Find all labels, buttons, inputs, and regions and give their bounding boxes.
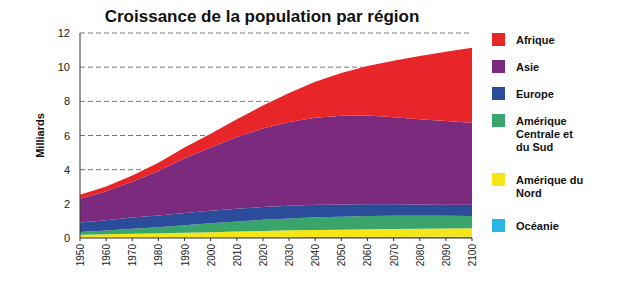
x-tick-label: 1960 <box>101 244 112 267</box>
area <box>80 48 472 199</box>
x-tick-label: 2030 <box>284 244 295 267</box>
x-tick <box>315 238 316 241</box>
x-tick-label: 2100 <box>467 244 478 267</box>
x-tick <box>210 238 211 241</box>
x-tick <box>236 238 237 241</box>
x-tick-label: 2000 <box>206 244 217 267</box>
legend-label: Afrique <box>516 34 555 46</box>
legend-swatch <box>492 114 505 127</box>
y-tick-label: 6 <box>64 130 70 142</box>
legend-label: Europe <box>516 88 554 100</box>
areas <box>80 48 472 238</box>
x-tick-label: 2080 <box>415 244 426 267</box>
x-tick <box>262 238 263 241</box>
y-tick-label: 8 <box>64 95 70 107</box>
x-tick <box>393 238 394 241</box>
x-tick <box>184 238 185 241</box>
y-axis-label: Milliards <box>34 113 46 158</box>
x-tick-label: 2040 <box>310 244 321 267</box>
x-tick <box>289 238 290 241</box>
legend-swatch <box>492 60 505 73</box>
grid-line <box>80 33 472 34</box>
x-tick <box>419 238 420 241</box>
y-tick-label: 4 <box>64 164 70 176</box>
chart: Croissance de la population par région Mi… <box>0 0 625 285</box>
x-tick <box>445 238 446 241</box>
x-tick-label: 2020 <box>258 244 269 267</box>
legend-label-line: du Sud <box>516 141 553 153</box>
x-tick <box>341 238 342 241</box>
legend-label-line: Afrique <box>516 34 555 46</box>
legend-label: Amérique duNord <box>516 174 583 199</box>
legend-label-line: Amérique du <box>516 174 583 186</box>
x-tick-label: 2050 <box>336 244 347 267</box>
area <box>80 116 472 223</box>
page: {"chart_data": { "type": "area", "title"… <box>0 0 625 285</box>
legend-swatch <box>492 219 505 232</box>
x-tick-label: 2090 <box>441 244 452 267</box>
x-tick-label: 2060 <box>362 244 373 267</box>
title: Croissance de la population par région <box>105 7 420 26</box>
legend-swatch <box>492 33 505 46</box>
legend-swatch <box>492 173 505 186</box>
y-tick-label: 12 <box>58 27 70 39</box>
legend-label-line: Nord <box>516 187 542 199</box>
x-axis <box>80 238 472 239</box>
legend-label: Océanie <box>516 220 559 232</box>
legend-label: AmériqueCentrale etdu Sud <box>516 115 573 153</box>
y-tick-label: 2 <box>64 198 70 210</box>
legend: Afrique Asie Europe AmériqueCentrale etdu S… <box>492 33 583 232</box>
legend-label-line: Amérique <box>516 115 567 127</box>
legend-swatch <box>492 87 505 100</box>
y-tick-label: 10 <box>58 61 70 73</box>
x-tick <box>158 238 159 241</box>
legend-label-line: Asie <box>516 61 539 73</box>
legend-label: Asie <box>516 61 539 73</box>
x-tick <box>367 238 368 241</box>
x-tick-label: 2070 <box>389 244 400 267</box>
legend-label-line: Océanie <box>516 220 559 232</box>
x-tick-label: 1980 <box>153 244 164 267</box>
x-tick-label: 2010 <box>232 244 243 267</box>
x-tick-label: 1950 <box>75 244 86 267</box>
x-tick <box>132 238 133 241</box>
y-tick-label: 0 <box>64 232 70 244</box>
x-tick <box>80 238 81 241</box>
x-tick-label: 1990 <box>180 244 191 267</box>
x-tick-label: 1970 <box>127 244 138 267</box>
x-tick <box>472 238 473 241</box>
legend-label-line: Centrale et <box>516 128 573 140</box>
y-axis <box>80 33 81 238</box>
x-tick <box>106 238 107 241</box>
legend-label-line: Europe <box>516 88 554 100</box>
